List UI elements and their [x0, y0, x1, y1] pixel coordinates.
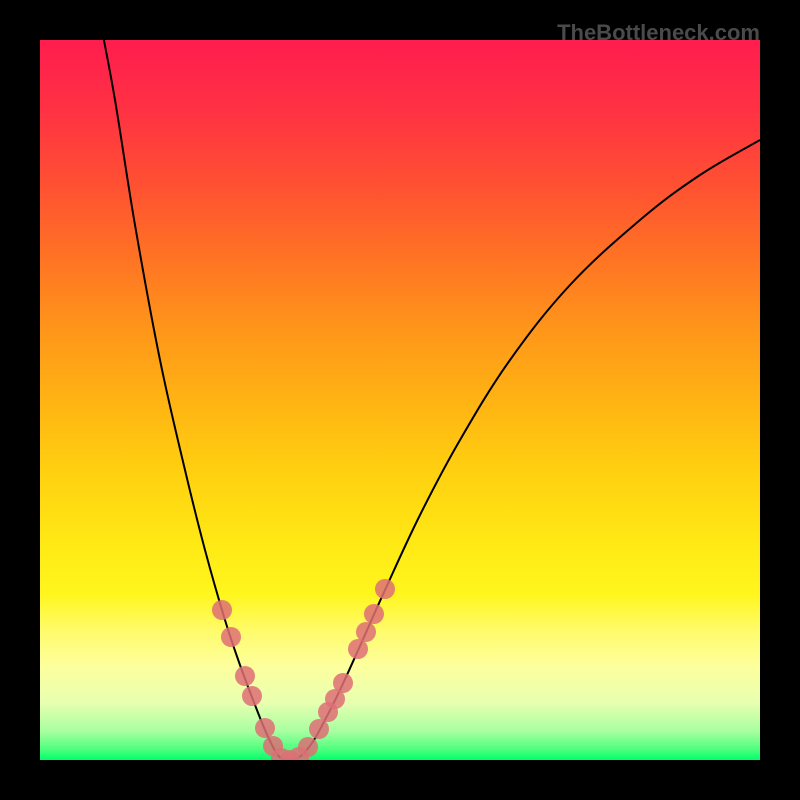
- marker-point: [309, 719, 329, 739]
- curve-layer: [40, 40, 760, 760]
- marker-point: [235, 666, 255, 686]
- marker-point: [255, 718, 275, 738]
- marker-point: [375, 579, 395, 599]
- bottleneck-curve: [100, 40, 760, 760]
- marker-point: [242, 686, 262, 706]
- marker-point: [333, 673, 353, 693]
- marker-point: [348, 639, 368, 659]
- watermark-text: TheBottleneck.com: [557, 20, 760, 46]
- marker-point: [221, 627, 241, 647]
- marker-point: [298, 737, 318, 757]
- marker-point: [212, 600, 232, 620]
- marker-point: [364, 604, 384, 624]
- marker-point: [356, 622, 376, 642]
- plot-area: [40, 40, 760, 760]
- marker-group: [212, 579, 395, 760]
